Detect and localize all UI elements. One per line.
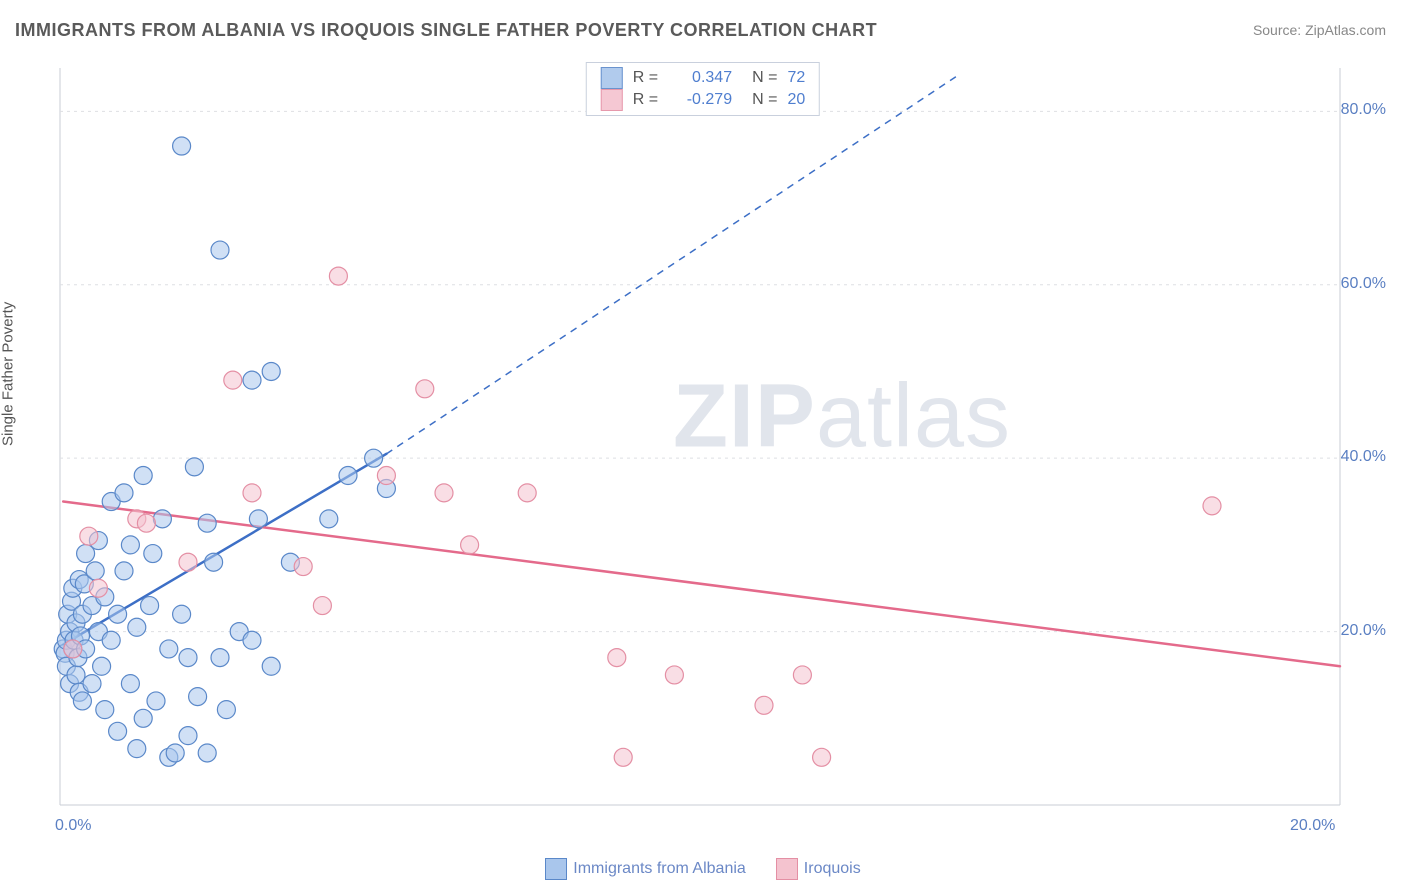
chart-title: IMMIGRANTS FROM ALBANIA VS IROQUOIS SING… <box>15 20 877 41</box>
n-label: N = <box>752 91 777 109</box>
n-value: 20 <box>787 91 805 109</box>
scatter-chart-svg <box>50 60 1370 820</box>
source-name: ZipAtlas.com <box>1305 22 1386 38</box>
chart-plot-area: ZIPatlas <box>50 60 1370 820</box>
x-axis-legend: Immigrants from Albania Iroquois <box>0 858 1406 880</box>
y-tick-label: 60.0% <box>1341 275 1386 293</box>
x-legend-item: Immigrants from Albania <box>545 858 746 880</box>
x-legend-label: Immigrants from Albania <box>573 860 746 878</box>
x-tick-label: 20.0% <box>1290 817 1335 835</box>
legend-swatch <box>776 858 798 880</box>
x-tick-label: 0.0% <box>55 817 91 835</box>
legend-swatch <box>545 858 567 880</box>
source-prefix: Source: <box>1253 22 1305 38</box>
r-label: R = <box>633 69 658 87</box>
correlation-legend: R = 0.347 N = 72R = -0.279 N = 20 <box>586 62 820 116</box>
x-legend-label: Iroquois <box>804 860 861 878</box>
corr-legend-row: R = -0.279 N = 20 <box>601 89 805 111</box>
r-value: 0.347 <box>668 69 732 87</box>
n-value: 72 <box>787 69 805 87</box>
y-tick-label: 20.0% <box>1341 622 1386 640</box>
r-value: -0.279 <box>668 91 732 109</box>
x-legend-item: Iroquois <box>776 858 861 880</box>
y-tick-label: 80.0% <box>1341 101 1386 119</box>
y-axis-label: Single Father Poverty <box>0 302 17 446</box>
y-tick-label: 40.0% <box>1341 448 1386 466</box>
r-label: R = <box>633 91 658 109</box>
legend-swatch <box>601 89 623 111</box>
source-attribution: Source: ZipAtlas.com <box>1253 22 1386 38</box>
corr-legend-row: R = 0.347 N = 72 <box>601 67 805 89</box>
legend-swatch <box>601 67 623 89</box>
n-label: N = <box>752 69 777 87</box>
